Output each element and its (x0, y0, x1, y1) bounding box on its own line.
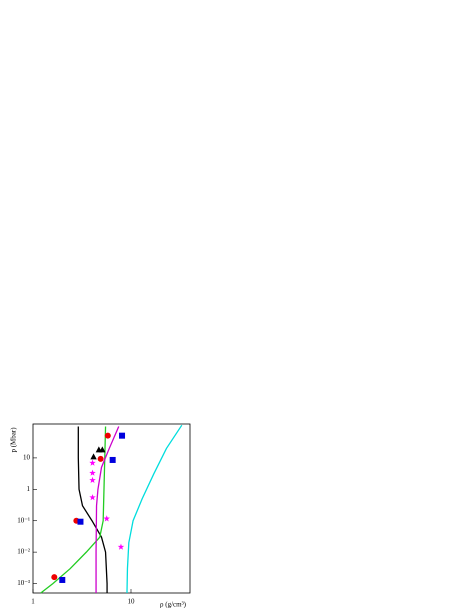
curve (126, 424, 183, 594)
star-marker (89, 476, 96, 483)
circle-marker (104, 432, 111, 439)
square-marker (77, 518, 84, 525)
square-marker (119, 432, 126, 439)
y-tick-label: 1 (27, 485, 31, 493)
y-tick-label: 10⁻³ (17, 579, 30, 587)
y-tick-label: 10⁻² (17, 548, 30, 556)
square-marker (59, 576, 66, 583)
x-tick-label: 1 (31, 598, 35, 606)
x-axis-label: ρ (g/cm³) (160, 601, 187, 609)
curve (95, 426, 120, 593)
circle-marker (51, 574, 58, 581)
triangle-marker (99, 446, 106, 453)
star-marker (89, 469, 96, 476)
y-tick-label: 10 (23, 454, 31, 462)
triangle-marker (90, 453, 97, 460)
curve (77, 426, 108, 593)
curve (40, 426, 107, 594)
x-tick-label: 10 (127, 598, 135, 606)
star-marker (117, 543, 125, 550)
star-marker (103, 515, 110, 522)
y-axis-label: p (Mbar) (10, 427, 18, 453)
star-marker (89, 459, 96, 466)
y-tick-label: 10⁻¹ (17, 516, 30, 524)
star-marker (89, 494, 96, 501)
square-marker (109, 456, 116, 463)
circle-marker (97, 455, 104, 462)
plot-frame (32, 423, 191, 594)
